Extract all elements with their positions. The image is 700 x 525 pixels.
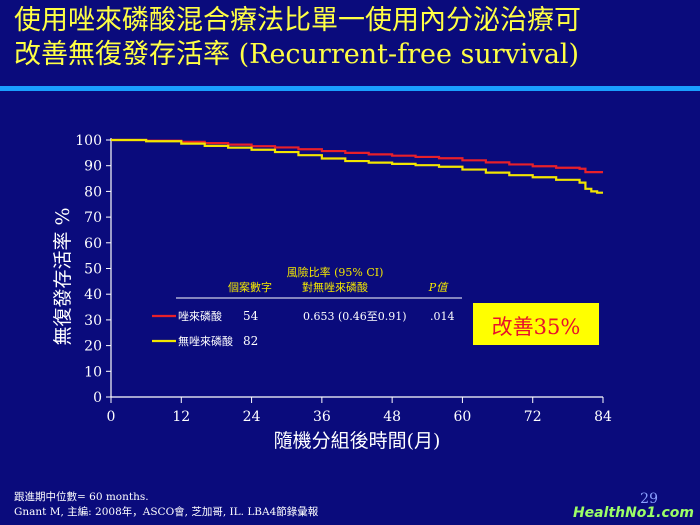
watermark-logo: HealthNo1.com	[572, 505, 694, 521]
x-tick-label: 24	[243, 409, 261, 425]
x-tick-label: 48	[383, 409, 401, 425]
slide-title: 使用唑來磷酸混合療法比單一使用內分泌治療可 改善無復發存活率 (Recurren…	[14, 4, 690, 72]
series-line-zoledronic	[111, 138, 603, 174]
x-tick-label: 60	[454, 409, 472, 425]
y-tick-label: 90	[84, 159, 102, 175]
callout-box	[473, 303, 599, 345]
risk-row-events: 82	[243, 334, 258, 348]
y-tick-label: 30	[84, 313, 102, 329]
survival-curves	[111, 138, 603, 194]
x-tick-label: 0	[107, 409, 116, 425]
y-tick-label: 70	[84, 210, 102, 226]
risk-header-p: P值	[428, 281, 449, 294]
y-tick-label: 60	[84, 236, 102, 252]
y-tick-label: 20	[84, 339, 102, 355]
risk-row-p: .014	[430, 310, 455, 323]
improvement-callout: 改善35%	[473, 303, 599, 345]
x-tick-label: 36	[313, 409, 331, 425]
risk-row-label: 唑來磷酸	[178, 309, 222, 323]
title-divider	[0, 86, 700, 91]
risk-row-label: 無唑來磷酸	[178, 334, 233, 348]
risk-header-hr: 風險比率 (95% CI)	[287, 265, 384, 279]
title-line-2: 改善無復發存活率 (Recurrent-free survival)	[14, 39, 580, 70]
footnote-source: Gnant M, 主編: 2008年，ASCO會, 芝加哥, IL. LBA4節…	[14, 506, 319, 518]
footnote-followup: 跟進期中位數= 60 months.	[14, 491, 149, 503]
x-tick-label: 12	[172, 409, 190, 425]
y-axis-label: 無復發存活率 %	[52, 207, 74, 345]
risk-row-events: 54	[243, 309, 259, 323]
x-axis-label: 隨機分組後時間(月)	[274, 430, 441, 452]
y-tick-label: 50	[84, 262, 102, 278]
series-line-no-zoledronic	[111, 138, 603, 194]
chart-axes: 0 10 20 30 40 50 60 70 80 90 100 0 12 24 36 48 60 72 84 隨機分…	[52, 133, 612, 452]
y-tick-label: 100	[75, 133, 102, 149]
title-line-1: 使用唑來磷酸混合療法比單一使用內分泌治療可	[14, 5, 581, 36]
risk-header-hr-ref: 對無唑來磷酸	[302, 280, 368, 294]
y-tick-label: 40	[84, 287, 102, 303]
y-tick-label: 10	[84, 364, 102, 380]
y-tick-label: 80	[84, 184, 102, 200]
y-tick-label: 0	[93, 390, 102, 406]
callout-text: 改善35%	[492, 315, 581, 339]
page-number: 29	[640, 491, 658, 507]
risk-header-events: 個案數字	[228, 280, 272, 294]
x-tick-label: 84	[594, 409, 612, 425]
x-tick-label: 72	[524, 409, 542, 425]
risk-row-hr: 0.653 (0.46至0.91)	[303, 310, 407, 323]
